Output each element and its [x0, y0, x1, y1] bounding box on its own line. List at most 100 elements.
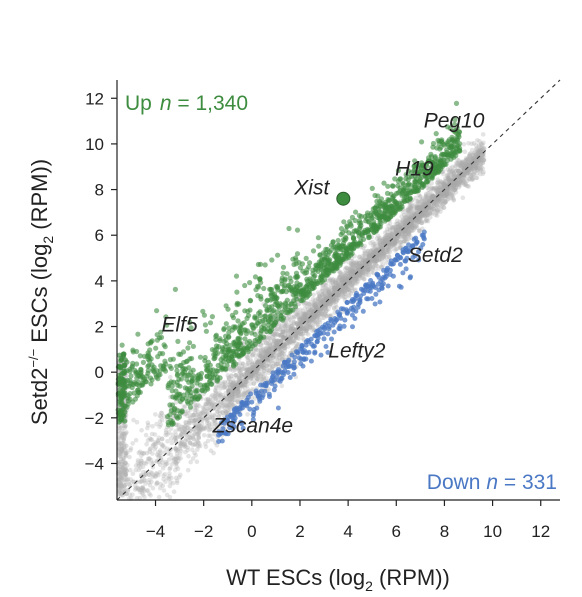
- unchanged-gene-point: [174, 478, 180, 484]
- unchanged-gene-point: [205, 406, 211, 412]
- unchanged-gene-point: [393, 246, 399, 252]
- unchanged-gene-point: [387, 221, 393, 226]
- down-gene-point: [308, 336, 314, 342]
- unchanged-gene-point: [352, 280, 358, 286]
- unchanged-gene-point: [119, 488, 125, 494]
- unchanged-gene-point: [451, 198, 457, 203]
- down-gene-point: [258, 382, 264, 388]
- unchanged-gene-point: [150, 443, 156, 449]
- unchanged-gene-point: [221, 403, 227, 408]
- unchanged-gene-point: [264, 340, 269, 346]
- unchanged-gene-point: [196, 423, 202, 429]
- unchanged-gene-point: [142, 494, 147, 500]
- unchanged-gene-point: [414, 223, 419, 228]
- unchanged-gene-point: [227, 367, 232, 372]
- unchanged-gene-point: [133, 483, 138, 488]
- unchanged-gene-point: [253, 352, 258, 358]
- unchanged-gene-point: [260, 371, 265, 377]
- unchanged-gene-point: [320, 288, 325, 293]
- unchanged-gene-point: [182, 423, 188, 429]
- unchanged-gene-point: [117, 488, 122, 493]
- up-gene-point: [225, 306, 231, 312]
- unchanged-gene-point: [197, 428, 203, 433]
- unchanged-gene-point: [471, 141, 477, 146]
- unchanged-gene-point: [291, 315, 296, 321]
- unchanged-gene-point: [143, 472, 148, 478]
- unchanged-gene-point: [141, 473, 147, 479]
- unchanged-gene-point: [401, 238, 407, 244]
- unchanged-gene-point: [226, 402, 231, 408]
- unchanged-gene-point: [216, 413, 221, 419]
- down-gene-point: [337, 323, 343, 329]
- unchanged-gene-point: [357, 254, 362, 260]
- unchanged-gene-point: [275, 338, 281, 344]
- unchanged-gene-point: [279, 383, 285, 389]
- unchanged-gene-point: [282, 348, 288, 354]
- unchanged-gene-point: [189, 413, 195, 418]
- unchanged-gene-point: [183, 438, 188, 443]
- unchanged-gene-point: [195, 431, 200, 437]
- unchanged-gene-point: [409, 223, 415, 228]
- unchanged-gene-point: [180, 430, 185, 435]
- unchanged-gene-point: [170, 432, 175, 438]
- unchanged-gene-point: [196, 431, 202, 436]
- unchanged-gene-point: [399, 214, 404, 219]
- unchanged-gene-point: [220, 380, 225, 385]
- unchanged-gene-point: [448, 195, 454, 201]
- unchanged-gene-point: [203, 444, 209, 450]
- up-gene-point: [202, 322, 208, 328]
- unchanged-gene-point: [447, 168, 453, 173]
- unchanged-gene-point: [203, 425, 208, 430]
- unchanged-gene-point: [149, 431, 155, 437]
- unchanged-gene-point: [416, 192, 422, 198]
- unchanged-gene-point: [204, 402, 209, 407]
- unchanged-gene-point: [424, 217, 430, 222]
- unchanged-gene-point: [187, 434, 192, 440]
- unchanged-gene-point: [169, 440, 175, 446]
- unchanged-gene-point: [270, 334, 276, 340]
- unchanged-gene-point: [281, 351, 287, 357]
- up-gene-point: [221, 327, 227, 333]
- unchanged-gene-point: [254, 376, 260, 382]
- unchanged-gene-point: [470, 176, 476, 182]
- unchanged-gene-point: [117, 472, 122, 477]
- unchanged-gene-point: [370, 264, 376, 270]
- unchanged-gene-point: [117, 471, 122, 476]
- unchanged-gene-point: [389, 225, 395, 230]
- unchanged-gene-point: [176, 427, 182, 432]
- unchanged-gene-point: [152, 440, 158, 445]
- unchanged-gene-point: [257, 361, 263, 366]
- down-gene-point: [373, 291, 379, 297]
- unchanged-gene-point: [173, 435, 178, 441]
- unchanged-gene-point: [130, 492, 135, 498]
- unchanged-gene-point: [304, 304, 310, 309]
- unchanged-gene-point: [481, 154, 486, 159]
- unchanged-gene-point: [469, 147, 475, 153]
- unchanged-gene-point: [173, 432, 179, 438]
- unchanged-gene-point: [195, 417, 201, 423]
- down-gene-point: [337, 311, 343, 317]
- unchanged-gene-point: [133, 437, 139, 443]
- unchanged-gene-point: [162, 445, 167, 450]
- unchanged-gene-point: [274, 362, 279, 367]
- unchanged-gene-point: [124, 443, 129, 448]
- unchanged-gene-point: [172, 460, 178, 465]
- unchanged-gene-point: [130, 471, 136, 477]
- unchanged-gene-point: [243, 390, 248, 396]
- down-gene-point: [256, 393, 262, 399]
- unchanged-gene-point: [192, 409, 198, 414]
- unchanged-gene-point: [127, 454, 132, 460]
- unchanged-gene-point: [195, 447, 200, 452]
- unchanged-gene-point: [209, 402, 215, 408]
- unchanged-gene-point: [215, 409, 220, 415]
- unchanged-gene-point: [441, 205, 447, 210]
- unchanged-gene-point: [199, 411, 204, 416]
- unchanged-gene-point: [157, 485, 163, 491]
- unchanged-gene-point: [132, 487, 138, 492]
- down-gene-point: [343, 307, 349, 313]
- unchanged-gene-point: [198, 411, 204, 417]
- unchanged-gene-point: [176, 422, 181, 428]
- unchanged-gene-point: [195, 443, 200, 448]
- unchanged-gene-point: [419, 220, 425, 225]
- unchanged-gene-point: [186, 419, 192, 424]
